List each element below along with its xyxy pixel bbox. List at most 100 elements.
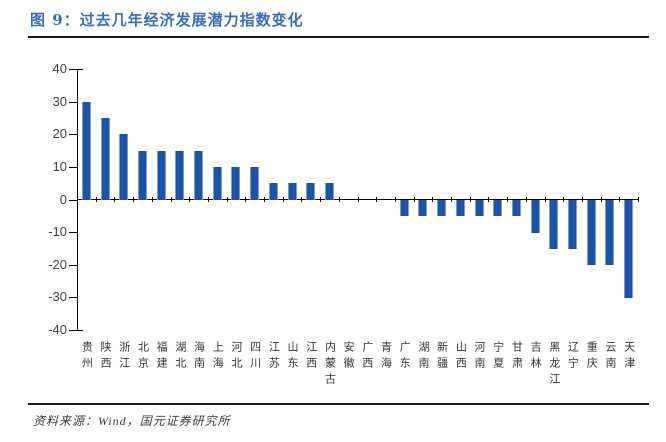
y-axis-tick-label: 20 — [52, 126, 67, 142]
category-axis-tick — [376, 197, 378, 202]
category-axis-tick — [95, 197, 97, 202]
bar-黑龙江 — [549, 200, 559, 249]
category-axis-tick — [469, 197, 471, 202]
y-axis-tick — [69, 69, 77, 70]
bar-福建 — [156, 150, 166, 200]
category-axis-tick — [170, 197, 172, 202]
bar-湖南 — [418, 200, 428, 217]
bar-湖北 — [175, 150, 185, 200]
y-axis-tick — [69, 330, 77, 331]
y-axis-tick — [69, 232, 77, 234]
y-axis-tick-label: 30 — [52, 93, 67, 109]
category-axis-tick — [638, 197, 639, 202]
category-label-海南: 海南 — [192, 341, 205, 373]
bar-江苏 — [268, 183, 278, 200]
category-axis-tick — [600, 197, 602, 202]
category-axis-tick — [226, 197, 228, 202]
category-label-江西: 江西 — [304, 341, 317, 373]
category-axis-tick — [151, 197, 153, 202]
bar-山西 — [455, 200, 465, 217]
category-axis-tick — [581, 197, 583, 202]
category-label-贵州: 贵州 — [80, 341, 93, 373]
bar-重庆 — [586, 200, 596, 266]
y-axis-tick — [69, 297, 77, 299]
category-axis-tick — [507, 197, 509, 202]
bar-吉林 — [530, 200, 540, 233]
y-axis-tick — [69, 134, 77, 136]
category-label-广东: 广东 — [398, 341, 411, 373]
category-axis-tick — [357, 197, 359, 202]
category-label-甘肃: 甘肃 — [510, 341, 523, 373]
category-label-青海: 青海 — [379, 341, 392, 373]
category-label-江苏: 江苏 — [267, 341, 280, 373]
category-label-重庆: 重庆 — [585, 341, 598, 373]
y-axis-tick-label: -20 — [48, 256, 67, 272]
y-axis-end-tick-top — [78, 69, 83, 70]
category-axis-tick — [619, 197, 621, 202]
bar-海南 — [194, 150, 204, 200]
bar-广东 — [399, 200, 409, 217]
category-label-山西: 山西 — [454, 341, 467, 373]
category-axis-tick — [245, 197, 247, 202]
y-axis-tick-label: 10 — [52, 158, 67, 174]
title-divider — [28, 36, 649, 38]
category-axis-tick — [320, 197, 322, 202]
bar-贵州 — [81, 101, 91, 200]
category-label-黑龙江: 黑龙江 — [547, 341, 560, 389]
category-label-山东: 山东 — [286, 341, 299, 373]
category-label-湖南: 湖南 — [416, 341, 429, 373]
bar-浙江 — [119, 134, 129, 200]
category-label-北京: 北京 — [136, 341, 149, 373]
category-axis-tick — [525, 197, 527, 202]
category-axis-tick — [114, 197, 116, 202]
category-label-新疆: 新疆 — [435, 341, 448, 373]
figure-title: 图 9：过去几年经济发展潜力指数变化 — [30, 11, 304, 29]
category-axis-tick — [338, 197, 340, 202]
category-axis-tick — [563, 197, 565, 202]
category-label-广西: 广西 — [360, 341, 373, 373]
bar-上海 — [212, 166, 222, 200]
category-label-湖北: 湖北 — [173, 341, 186, 373]
category-label-辽宁: 辽宁 — [566, 341, 579, 373]
category-label-河北: 河北 — [229, 341, 242, 373]
category-axis-tick — [133, 197, 135, 202]
category-axis-tick — [413, 197, 415, 202]
bar-河北 — [231, 166, 241, 200]
category-label-云南: 云南 — [603, 341, 616, 373]
category-label-安徽: 安徽 — [342, 341, 355, 373]
y-axis-tick-label: 0 — [59, 191, 67, 207]
category-axis-tick — [207, 197, 209, 202]
y-axis-tick-label: -30 — [48, 289, 67, 305]
category-axis-tick — [488, 197, 490, 202]
y-axis-tick-label: 40 — [52, 61, 67, 76]
y-axis-tick — [69, 199, 77, 201]
bar-天津 — [624, 200, 634, 298]
y-axis-tick-label: -10 — [48, 224, 67, 240]
y-axis-end-tick-bottom — [78, 329, 83, 331]
category-axis-tick — [544, 197, 546, 202]
category-axis-tick — [301, 197, 303, 202]
category-label-福建: 福建 — [155, 341, 168, 373]
y-axis-tick — [69, 166, 77, 168]
category-label-河南: 河南 — [473, 341, 486, 373]
category-label-宁夏: 宁夏 — [491, 341, 504, 373]
category-axis-tick — [451, 197, 452, 202]
bar-辽宁 — [568, 200, 578, 249]
bar-新疆 — [437, 200, 447, 217]
bar-江西 — [306, 183, 316, 200]
category-axis-tick — [189, 197, 191, 202]
category-label-浙江: 浙江 — [117, 341, 130, 373]
category-axis-tick — [282, 197, 284, 202]
bar-甘肃 — [511, 200, 521, 217]
y-axis-tick-label: -40 — [48, 322, 67, 337]
bar-陕西 — [100, 117, 110, 200]
category-label-陕西: 陕西 — [99, 341, 112, 373]
category-label-吉林: 吉林 — [529, 341, 542, 373]
category-axis-tick — [264, 197, 265, 202]
category-label-内蒙古: 内蒙古 — [323, 341, 336, 389]
bar-内蒙古 — [324, 183, 334, 200]
bar-云南 — [605, 200, 615, 266]
category-label-四川: 四川 — [248, 341, 261, 373]
